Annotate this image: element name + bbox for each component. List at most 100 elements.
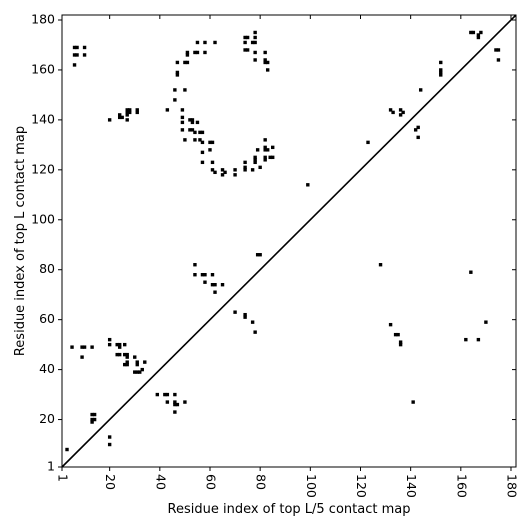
contact-point [250, 40, 255, 45]
contact-point [210, 140, 215, 145]
contact-point [173, 88, 177, 92]
contact-point [496, 48, 501, 52]
contact-point [479, 30, 483, 35]
contact-point [82, 45, 87, 50]
y-tick-label: 80 [39, 261, 55, 276]
contact-point [193, 263, 197, 267]
contact-point [128, 110, 132, 115]
contact-point [263, 155, 267, 160]
contact-point [193, 50, 197, 55]
contact-point [243, 312, 247, 317]
contact-point [125, 110, 129, 115]
contact-point [265, 60, 270, 65]
contact-point [183, 88, 187, 92]
contact-point [188, 118, 192, 122]
contact-point [255, 148, 260, 152]
contact-point [388, 322, 393, 327]
contact-point [193, 138, 197, 142]
contact-point [243, 40, 247, 45]
contact-point [195, 120, 200, 125]
contact-point [80, 345, 84, 349]
contact-point [82, 345, 87, 349]
contact-point [123, 342, 127, 347]
contact-point [220, 168, 225, 172]
x-tick-label: 160 [454, 474, 469, 498]
x-axis: 1 20 40 60 80 100 120 140 160 180 [56, 15, 519, 498]
contact-point [123, 362, 127, 367]
contact-point [208, 140, 212, 145]
contact-point [245, 48, 250, 52]
contact-point [135, 108, 139, 112]
y-tick-label: 1 [47, 459, 55, 474]
contact-point [220, 173, 225, 177]
contact-point [128, 108, 132, 112]
contact-point [198, 138, 202, 142]
contact-point [135, 110, 139, 115]
contact-point [90, 420, 94, 424]
contact-point [255, 253, 260, 257]
contact-point [125, 362, 129, 367]
contact-point [263, 148, 267, 152]
contact-point [173, 400, 177, 404]
contact-point [388, 108, 393, 112]
contact-point [253, 155, 257, 160]
x-tick-label: 60 [203, 474, 218, 490]
contact-point [418, 88, 423, 92]
contact-point [163, 392, 167, 397]
y-tick-label: 40 [39, 361, 55, 376]
contact-point [107, 442, 112, 447]
contact-point [195, 50, 200, 55]
contact-point [90, 417, 94, 422]
contact-point [190, 128, 195, 132]
contact-point [195, 40, 200, 45]
contact-point [200, 130, 205, 135]
contact-point [494, 48, 498, 52]
contact-point [263, 145, 267, 150]
contact-point [253, 50, 257, 55]
x-tick-label: 180 [504, 474, 519, 498]
contact-point [117, 113, 122, 117]
contact-point [115, 352, 119, 357]
y-axis-title: Residue index of top L contact map [13, 126, 28, 356]
contact-point [439, 70, 443, 75]
contact-point [476, 337, 481, 342]
contact-point [140, 367, 144, 372]
contact-point [223, 170, 227, 175]
contact-point [120, 115, 124, 120]
contact-point [250, 168, 255, 172]
contact-point [233, 168, 237, 172]
plot-frame [61, 14, 517, 468]
x-tick-label: 140 [404, 474, 419, 498]
contact-point [198, 130, 202, 135]
contact-point [396, 332, 400, 337]
contact-point [117, 115, 122, 120]
contact-point [183, 138, 187, 142]
contact-point [125, 108, 129, 112]
contact-point [185, 50, 190, 55]
contact-point [135, 360, 139, 364]
contact-point [75, 45, 79, 50]
contact-point [80, 355, 84, 359]
contact-point [183, 400, 187, 404]
contact-point [200, 273, 205, 277]
contact-point [117, 352, 122, 357]
contact-point [210, 160, 215, 165]
contact-point [484, 320, 488, 324]
contact-point [175, 60, 180, 65]
contact-point [233, 310, 237, 314]
contact-point [90, 412, 94, 417]
contact-point [378, 263, 383, 267]
contact-point [180, 108, 185, 112]
contact-point [366, 140, 370, 145]
contact-point [65, 447, 69, 452]
contact-point [398, 113, 403, 117]
contact-point [203, 50, 207, 55]
contact-point [416, 135, 420, 140]
y-tick-label: 20 [39, 411, 55, 426]
contact-point [213, 283, 217, 287]
contact-point [72, 53, 77, 57]
contact-point [175, 402, 180, 407]
contact-point [193, 273, 197, 277]
contact-point [180, 120, 185, 125]
